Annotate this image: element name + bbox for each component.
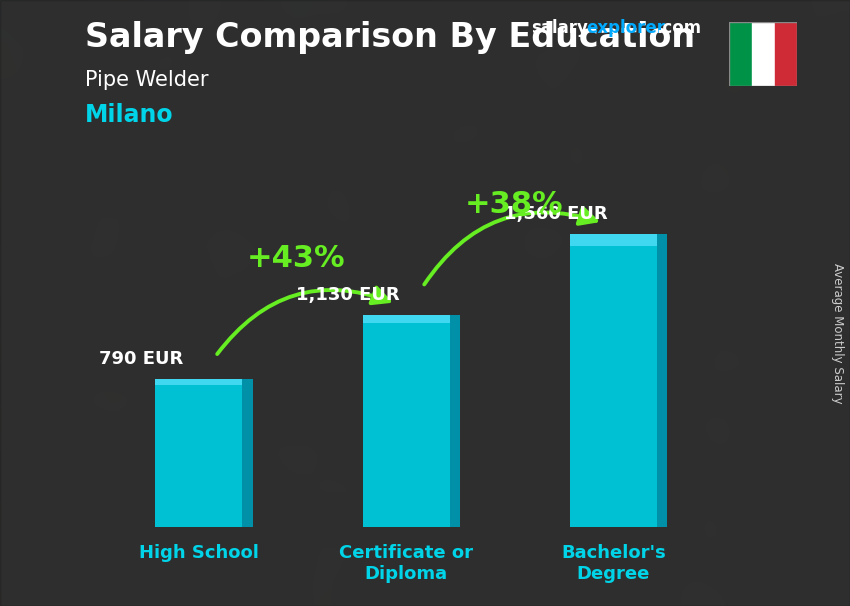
Text: Pipe Welder: Pipe Welder xyxy=(85,70,208,90)
Text: Milano: Milano xyxy=(85,103,173,127)
Bar xyxy=(657,234,667,527)
Bar xyxy=(729,22,752,86)
Bar xyxy=(752,22,774,86)
Bar xyxy=(363,315,450,324)
Bar xyxy=(570,234,657,246)
Bar xyxy=(242,379,253,527)
Bar xyxy=(450,315,460,527)
Text: 790 EUR: 790 EUR xyxy=(99,350,183,367)
Text: explorer: explorer xyxy=(586,19,666,38)
Text: .com: .com xyxy=(656,19,701,38)
Bar xyxy=(156,379,242,527)
Text: +38%: +38% xyxy=(465,190,564,219)
Text: +43%: +43% xyxy=(247,244,346,273)
Text: Average Monthly Salary: Average Monthly Salary xyxy=(830,263,844,404)
Bar xyxy=(570,234,657,527)
Bar xyxy=(363,315,450,527)
Text: 1,130 EUR: 1,130 EUR xyxy=(297,285,400,304)
Text: Salary Comparison By Education: Salary Comparison By Education xyxy=(85,21,695,54)
Bar xyxy=(156,379,242,385)
Text: salary: salary xyxy=(531,19,588,38)
Bar xyxy=(774,22,797,86)
Text: 1,560 EUR: 1,560 EUR xyxy=(503,205,607,223)
